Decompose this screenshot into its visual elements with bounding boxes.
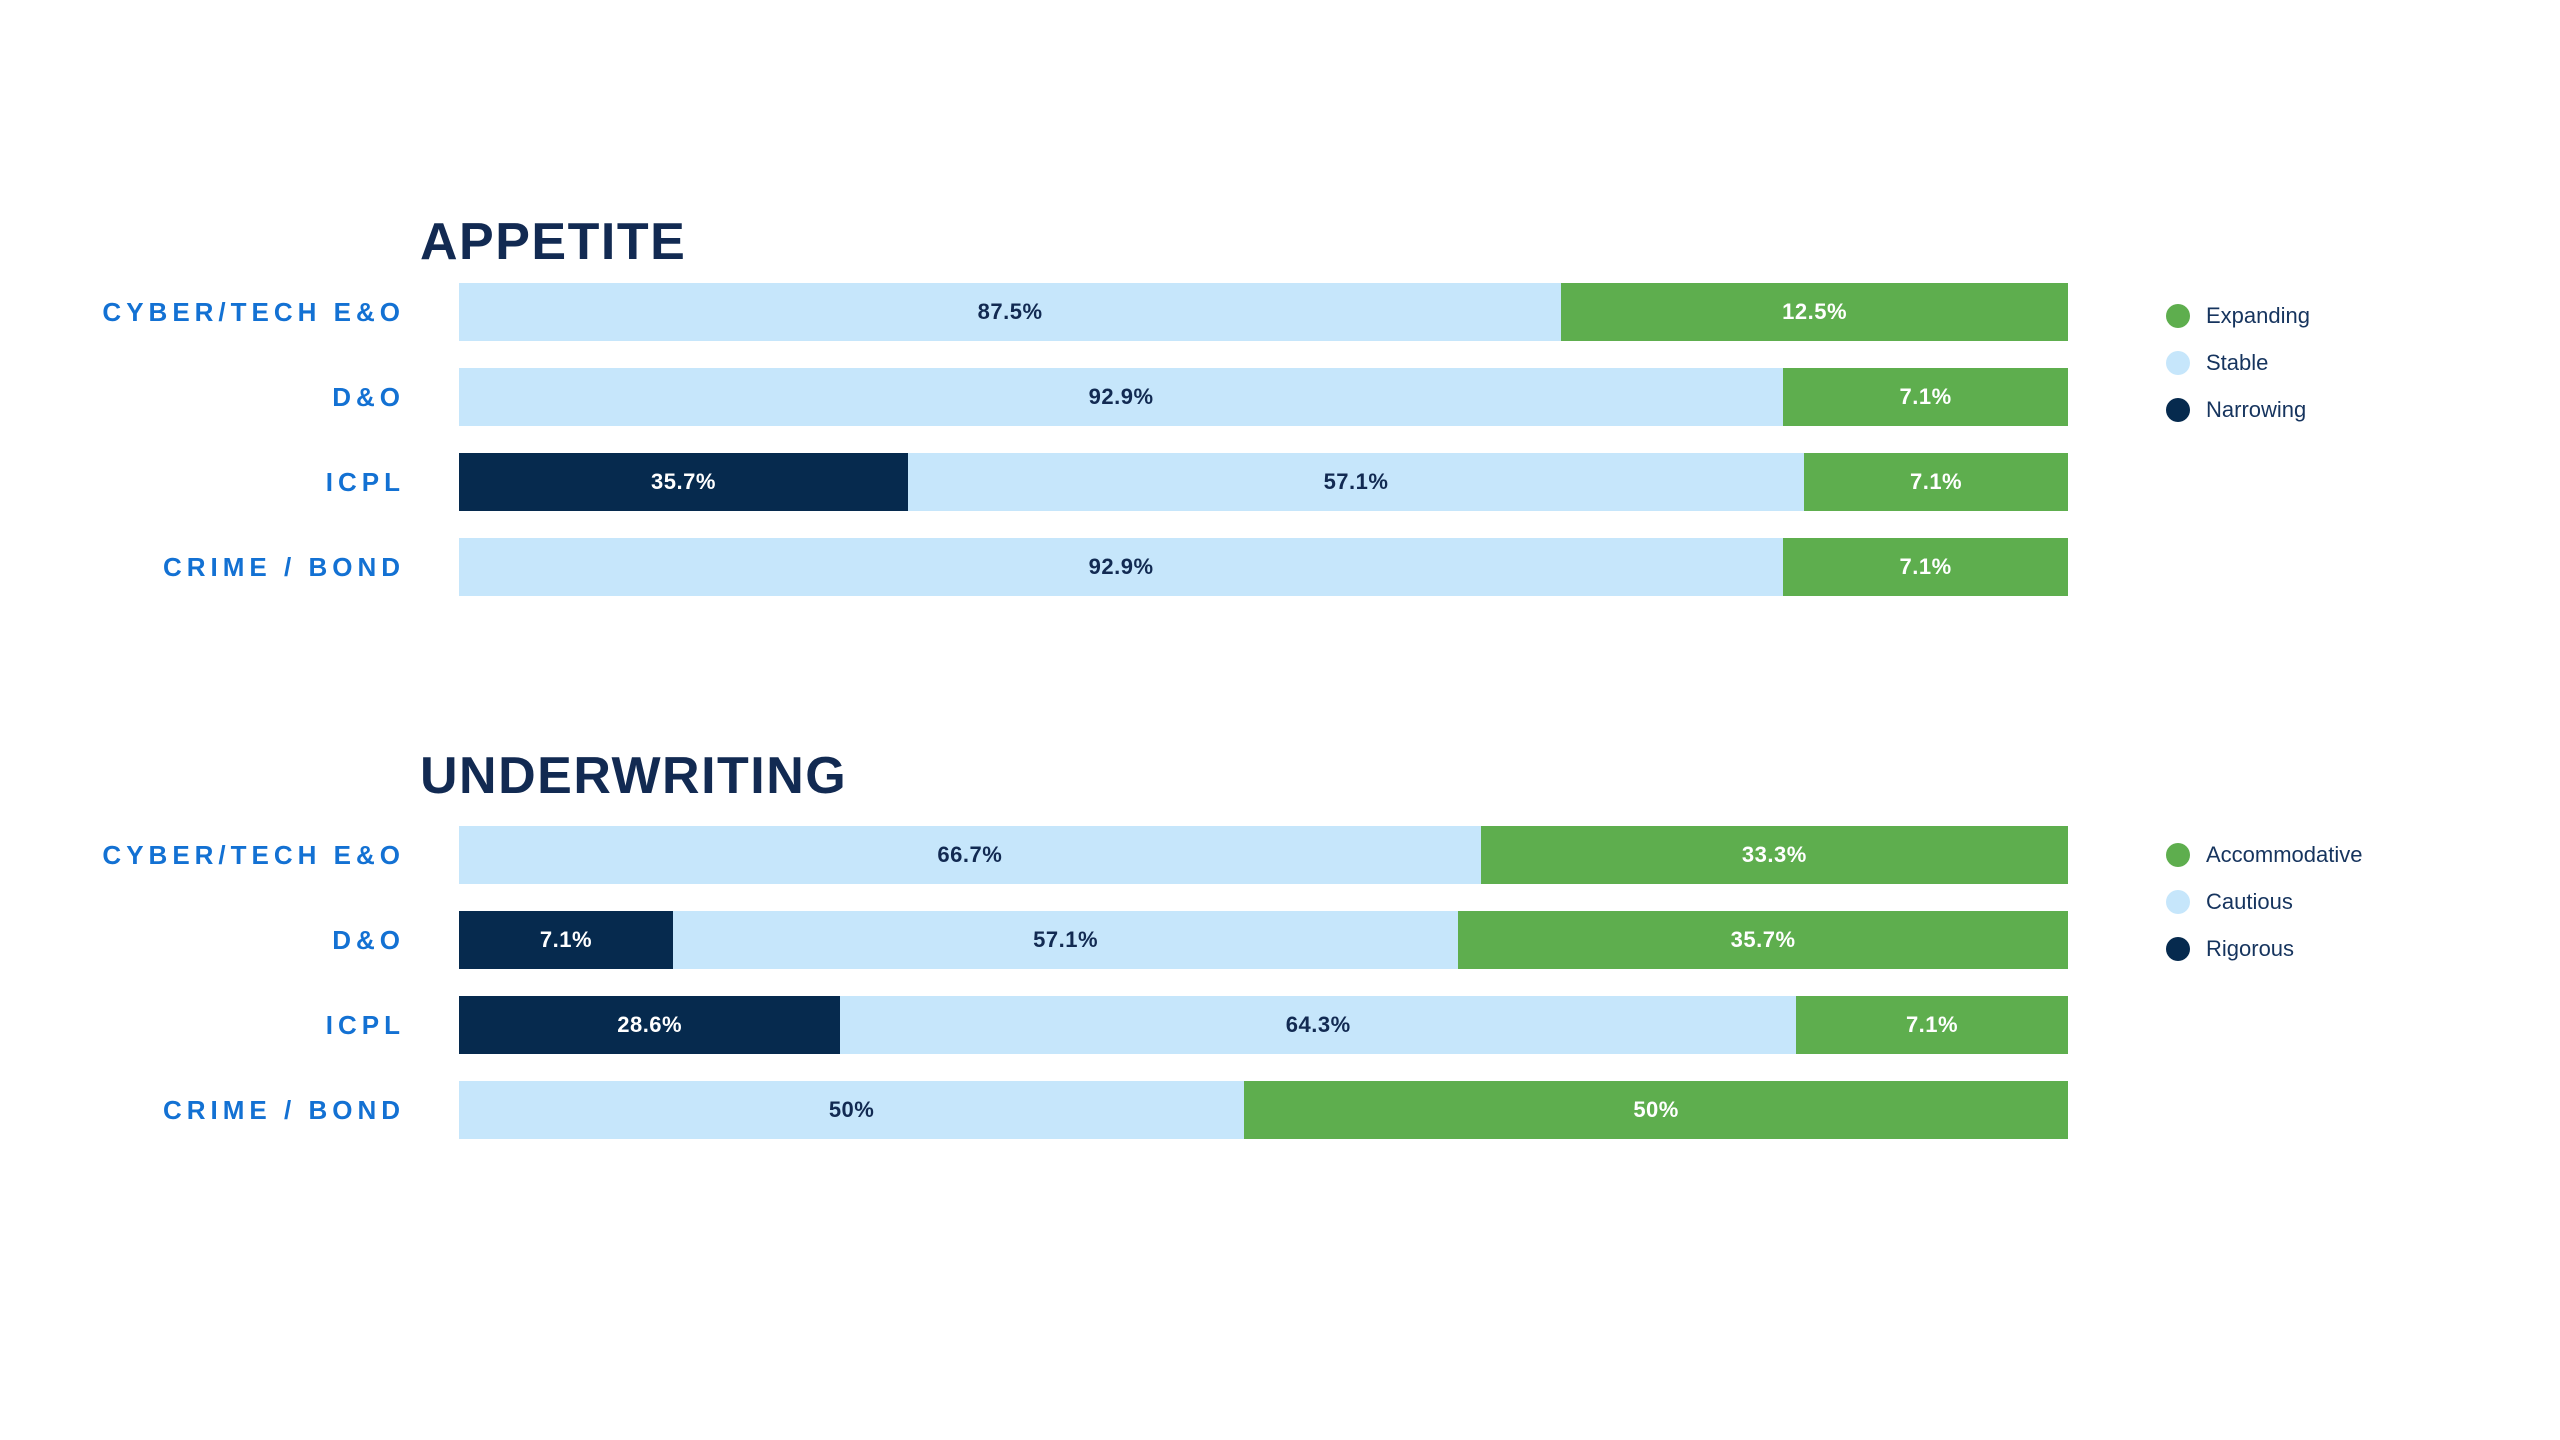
bar-row-crime-bond: CRIME / BOND 92.9% 7.1% — [0, 538, 2560, 596]
stacked-bar: 87.5% 12.5% — [459, 283, 2068, 341]
bar-segment-accommodative: 50% — [1244, 1081, 2068, 1139]
segment-value-label: 57.1% — [1033, 927, 1099, 952]
bar-segment-expanding: 7.1% — [1783, 538, 2068, 596]
segment-value-label: 92.9% — [1088, 554, 1154, 579]
legend-color-dot-rigorous — [2166, 937, 2190, 961]
stacked-bar: 92.9% 7.1% — [459, 538, 2068, 596]
segment-value-label: 35.7% — [1730, 927, 1796, 952]
bar-segment-rigorous: 7.1% — [459, 911, 673, 969]
segment-value-label: 50% — [828, 1097, 875, 1122]
bar-segment-stable: 57.1% — [907, 453, 1805, 511]
segment-value-label: 87.5% — [977, 299, 1043, 324]
category-label: CRIME / BOND — [163, 1095, 405, 1125]
category-label: CRIME / BOND — [163, 552, 405, 582]
bar-row-icpl: ICPL 35.7% 57.1% 7.1% — [0, 453, 2560, 511]
segment-value-label: 35.7% — [651, 469, 716, 494]
bar-segment-cautious: 50% — [459, 1081, 1245, 1139]
legend-item-rigorous: Rigorous — [0, 934, 2560, 964]
segment-value-label: 7.1% — [1899, 554, 1952, 579]
bar-row-crime-bond: CRIME / BOND 50% 50% — [0, 1081, 2560, 1139]
category-label: CYBER/TECH E&O — [102, 297, 405, 327]
category-label: CYBER/TECH E&O — [102, 840, 405, 870]
segment-value-label: 57.1% — [1323, 469, 1389, 494]
stacked-bar: 50% 50% — [459, 1081, 2068, 1139]
stacked-bar: 66.7% 33.3% — [459, 826, 2068, 884]
segment-value-label: 28.6% — [617, 1012, 683, 1037]
bar-row-cyber-tech-e-o: CYBER/TECH E&O 87.5% 12.5% — [0, 283, 2560, 341]
legend-item-cautious: Cautious — [0, 887, 2560, 917]
segment-value-label: 7.1% — [1909, 469, 1963, 494]
bar-segment-expanding: 7.1% — [1804, 453, 2068, 511]
legend-color-dot-expanding — [2166, 304, 2190, 328]
segment-value-label: 66.7% — [937, 842, 1003, 867]
chart-underwriting-title: UNDERWRITING — [420, 747, 848, 805]
bar-segment-stable: 92.9% — [459, 538, 1784, 596]
bar-segment-expanding: 12.5% — [1561, 283, 2068, 341]
legend-item-stable: Stable — [0, 348, 2560, 378]
legend-color-dot-accommodative — [2166, 843, 2190, 867]
bar-segment-cautious: 64.3% — [840, 996, 1797, 1054]
legend-label: Cautious — [2206, 889, 2293, 914]
bar-row-d-o: D&O 7.1% 57.1% 35.7% — [0, 911, 2560, 969]
bar-segment-stable: 92.9% — [459, 368, 1784, 426]
legend-color-dot-stable — [2166, 351, 2190, 375]
stacked-bar: 92.9% 7.1% — [459, 368, 2068, 426]
legend-label: Narrowing — [2206, 397, 2307, 422]
bar-row-icpl: ICPL 28.6% 64.3% 7.1% — [0, 996, 2560, 1054]
segment-value-label: 92.9% — [1088, 384, 1154, 409]
bar-row-d-o: D&O 92.9% 7.1% — [0, 368, 2560, 426]
bar-segment-cautious: 57.1% — [672, 911, 1459, 969]
segment-value-label: 50% — [1633, 1097, 1679, 1122]
legend-label: Accommodative — [2206, 842, 2363, 867]
legend-item-narrowing: Narrowing — [0, 395, 2560, 425]
bar-segment-cautious: 66.7% — [459, 826, 1481, 884]
category-label: ICPL — [325, 467, 405, 497]
legend-label: Rigorous — [2206, 936, 2295, 961]
stacked-bar: 35.7% 57.1% 7.1% — [459, 453, 2068, 511]
segment-value-label: 7.1% — [539, 927, 593, 952]
segment-value-label: 33.3% — [1741, 842, 1807, 867]
bar-segment-accommodative: 7.1% — [1796, 996, 2068, 1054]
legend-label: Expanding — [2206, 303, 2310, 328]
legend-label: Stable — [2206, 350, 2269, 375]
legend-item-expanding: Expanding — [0, 301, 2560, 331]
bar-segment-rigorous: 28.6% — [459, 996, 841, 1054]
category-label: D&O — [332, 925, 405, 955]
bar-segment-expanding: 7.1% — [1783, 368, 2068, 426]
bar-segment-narrowing: 35.7% — [459, 453, 908, 511]
segment-value-label: 7.1% — [1905, 1012, 1959, 1037]
chart-appetite-title: APPETITE — [420, 213, 687, 271]
stacked-bar: 28.6% 64.3% 7.1% — [459, 996, 2068, 1054]
legend-color-dot-cautious — [2166, 890, 2190, 914]
segment-value-label: 12.5% — [1782, 299, 1848, 324]
segment-value-label: 64.3% — [1285, 1012, 1351, 1037]
stacked-bar: 7.1% 57.1% 35.7% — [459, 911, 2068, 969]
bar-row-cyber-tech-e-o: CYBER/TECH E&O 66.7% 33.3% — [0, 826, 2560, 884]
bar-segment-accommodative: 33.3% — [1480, 826, 2068, 884]
bar-segment-stable: 87.5% — [459, 283, 1562, 341]
segment-value-label: 7.1% — [1899, 384, 1952, 409]
category-label: ICPL — [325, 1010, 405, 1040]
category-label: D&O — [332, 382, 405, 412]
bar-segment-accommodative: 35.7% — [1458, 911, 2068, 969]
legend-item-accommodative: Accommodative — [0, 840, 2560, 870]
legend-color-dot-narrowing — [2166, 398, 2190, 422]
